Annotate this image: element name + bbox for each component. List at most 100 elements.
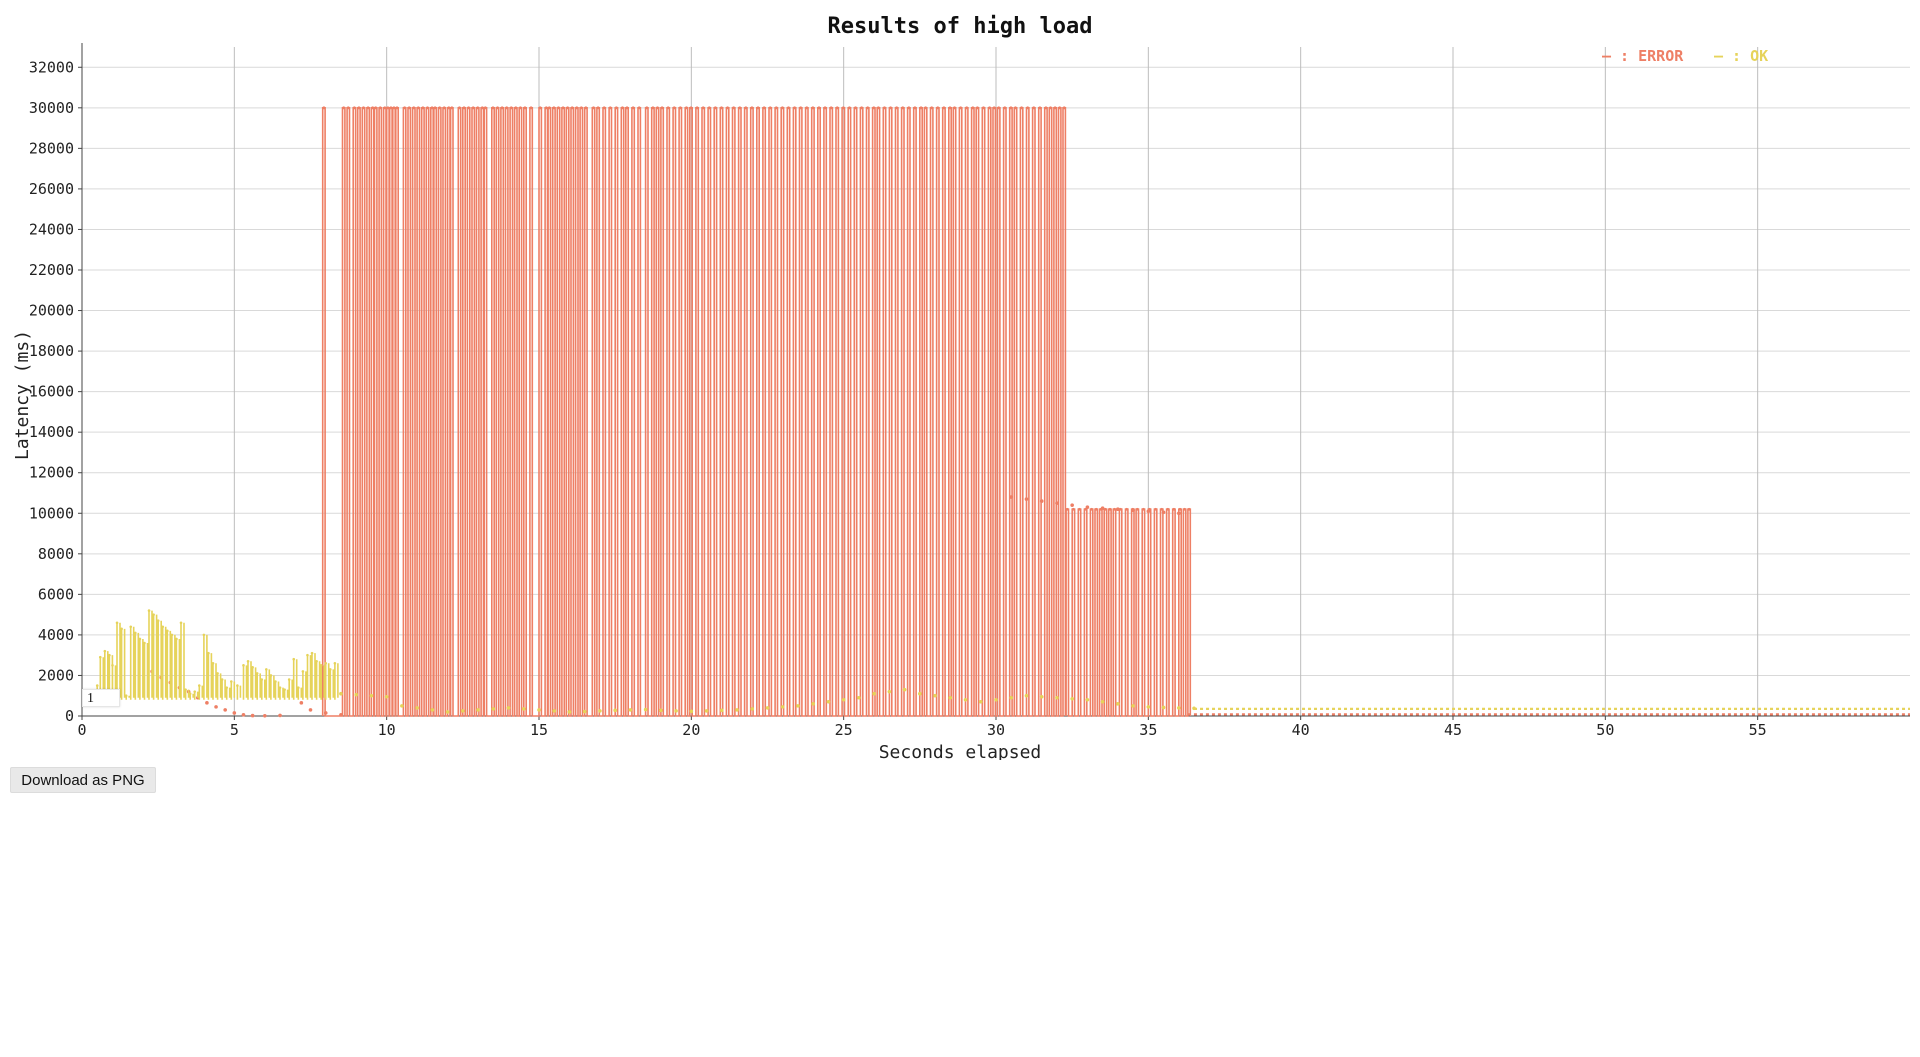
data-point-error — [509, 106, 513, 110]
data-point-ok — [1009, 695, 1014, 700]
y-tick-label: 32000 — [29, 58, 74, 76]
data-point-error — [701, 106, 705, 110]
data-point-error — [395, 106, 399, 110]
data-point-error — [1009, 495, 1014, 499]
data-point-ok — [1146, 705, 1151, 709]
data-point-error — [538, 106, 542, 110]
data-point-error — [584, 106, 588, 110]
y-tick-label: 2000 — [38, 666, 74, 684]
data-point-ok — [1085, 697, 1090, 702]
latency-chart: Results of high load 0200040006000800010… — [12, 14, 1910, 760]
data-point-ok — [704, 709, 709, 713]
data-point-error — [575, 106, 579, 110]
data-point-ok — [188, 692, 192, 695]
y-tick-label: 10000 — [29, 504, 74, 522]
x-tick-label: 25 — [835, 721, 853, 739]
data-point-ok — [211, 661, 215, 665]
data-point-ok — [260, 678, 264, 681]
x-tick-label: 15 — [530, 721, 548, 739]
data-point-error — [407, 106, 411, 110]
data-point-error — [637, 106, 641, 110]
data-point-ok — [108, 653, 111, 657]
data-point-error — [651, 106, 655, 110]
data-point-ok — [310, 651, 314, 655]
data-point-ok — [1131, 704, 1135, 708]
data-point-error — [913, 106, 917, 110]
download-png-button[interactable]: Download as PNG — [10, 767, 156, 793]
data-point-error — [621, 106, 624, 110]
y-tick-label: 30000 — [29, 99, 74, 117]
data-point-ok — [796, 704, 800, 708]
data-point-error — [907, 106, 911, 110]
legend-item-error[interactable]: — : ERROR — [1602, 47, 1684, 65]
data-point-error — [817, 106, 821, 110]
data-point-error — [689, 106, 693, 110]
data-point-error — [1119, 507, 1122, 511]
x-tick-label: 5 — [230, 721, 239, 739]
data-point-error — [631, 106, 635, 110]
data-point-ok — [780, 705, 785, 709]
data-point-ok — [297, 686, 300, 689]
data-point-error — [214, 705, 218, 709]
data-point-error — [232, 711, 237, 715]
data-point-ok — [207, 651, 210, 655]
y-tick-label: 26000 — [29, 180, 74, 198]
data-point-ok — [103, 649, 107, 653]
data-point-ok — [521, 707, 526, 711]
data-point-error — [447, 106, 451, 110]
data-point-error — [988, 106, 991, 110]
data-point-error — [732, 106, 736, 110]
data-point-ok — [369, 693, 374, 698]
data-point-ok — [301, 670, 305, 673]
data-point-ok — [613, 708, 617, 713]
y-tick-label: 18000 — [29, 342, 74, 360]
data-point-ok — [1100, 700, 1105, 704]
data-point-error — [552, 106, 556, 110]
x-tick-label: 20 — [682, 721, 700, 739]
data-point-error — [433, 106, 437, 110]
data-point-ok — [138, 637, 142, 641]
data-point-ok — [1070, 696, 1074, 701]
data-point-ok — [324, 661, 328, 665]
data-point-error — [750, 106, 754, 110]
data-point-error — [805, 106, 809, 110]
data-point-error — [811, 106, 815, 110]
data-point-error — [223, 708, 227, 712]
data-point-ok — [292, 657, 296, 661]
data-point-error — [299, 701, 304, 705]
data-point-error — [889, 106, 892, 110]
legend-item-ok[interactable]: — : OK — [1714, 47, 1768, 65]
data-point-error — [366, 106, 370, 110]
data-point-ok — [283, 688, 286, 691]
data-point-error — [1070, 503, 1074, 507]
data-point-error — [592, 106, 595, 110]
data-point-error — [421, 106, 425, 110]
data-point-error — [322, 106, 326, 110]
page-number-badge[interactable]: 1 — [82, 689, 120, 707]
data-point-error — [992, 106, 996, 110]
data-point-error — [476, 106, 480, 110]
y-tick-label: 0 — [65, 707, 74, 725]
data-point-error — [544, 106, 548, 110]
data-point-ok — [659, 708, 663, 713]
data-point-error — [371, 106, 375, 110]
data-point-error — [762, 106, 766, 110]
data-point-error — [756, 106, 760, 110]
data-point-ok — [643, 707, 648, 712]
data-point-error — [323, 711, 328, 715]
data-point-error — [389, 106, 393, 110]
data-point-error — [787, 106, 790, 110]
data-point-error — [901, 106, 905, 110]
data-point-ok — [811, 702, 815, 706]
data-point-error — [1116, 507, 1120, 512]
data-point-error — [799, 106, 803, 110]
data-point-error — [308, 708, 313, 712]
data-point-ok — [278, 686, 282, 689]
data-point-error — [781, 106, 784, 110]
data-point-error — [660, 106, 664, 110]
data-point-ok — [628, 708, 633, 712]
data-point-ok — [333, 661, 337, 665]
data-point-error — [500, 106, 504, 110]
chart-legend[interactable]: — : ERROR — : OK — [1602, 47, 1768, 65]
data-point-ok — [902, 687, 907, 692]
